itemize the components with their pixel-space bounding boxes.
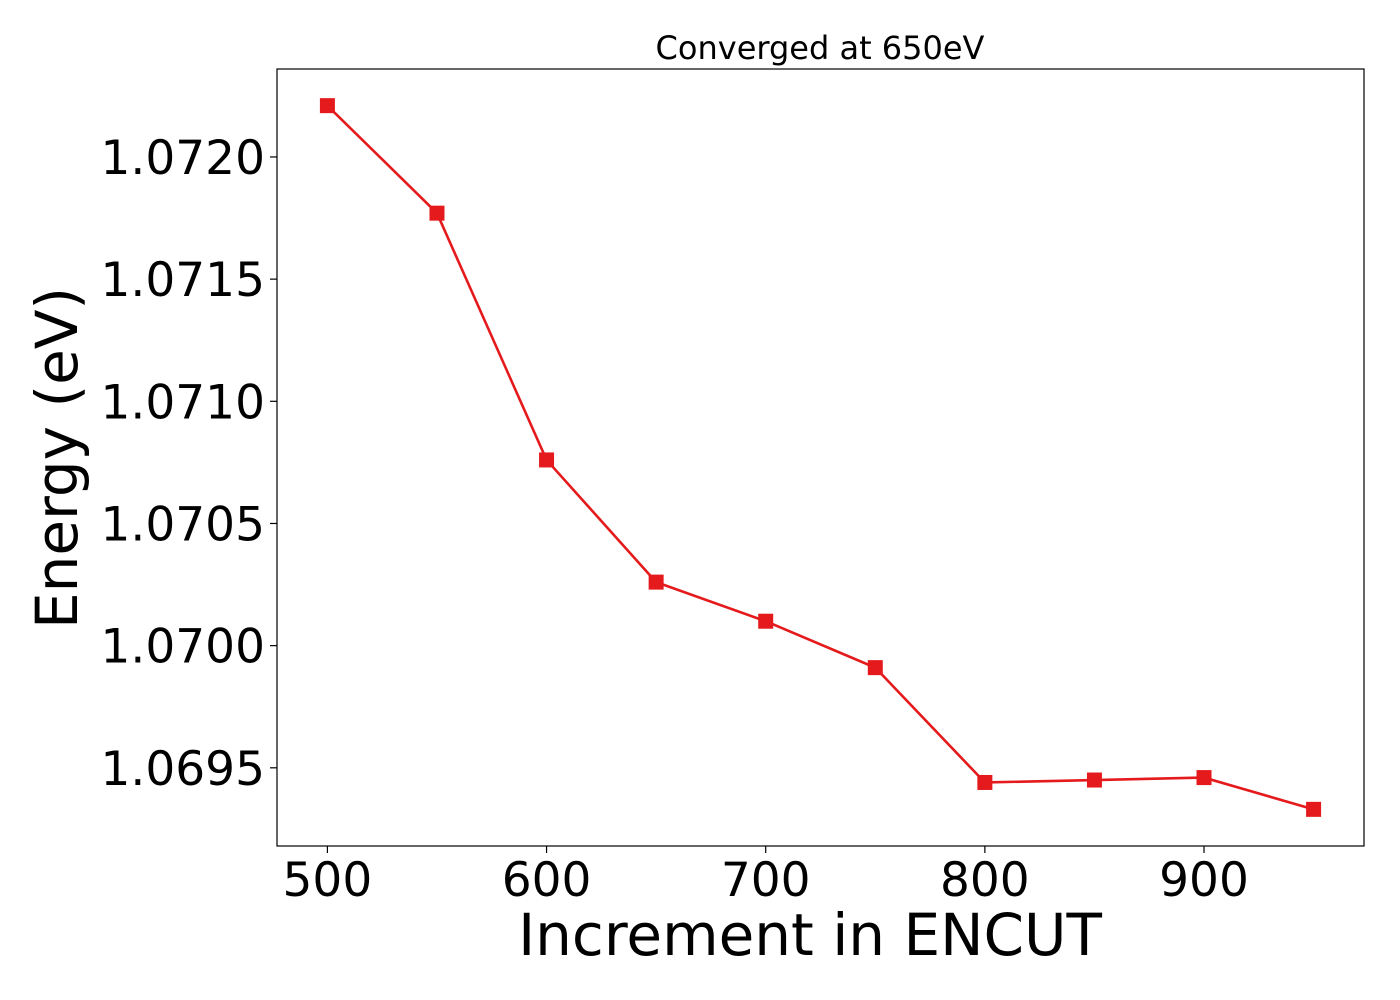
data-point-marker <box>758 613 774 629</box>
data-point-marker <box>1086 772 1102 788</box>
data-point-marker <box>648 574 664 590</box>
x-axis: 500 600 700 800 900 <box>283 846 1249 908</box>
y-tick-label: 1.0705 <box>101 497 265 552</box>
y-tick-label: 1.0700 <box>101 620 265 675</box>
data-point-marker <box>539 452 555 468</box>
x-tick-label: 600 <box>502 853 592 908</box>
series-layer <box>319 98 1322 817</box>
data-point-marker <box>319 98 335 114</box>
data-point-marker <box>867 660 883 676</box>
chart-title: Converged at 650eV <box>656 29 985 67</box>
x-tick-label: 500 <box>283 853 373 908</box>
y-axis: 1.0695 1.0700 1.0705 1.0710 1.0715 1.0720 <box>101 131 277 797</box>
plot-frame <box>276 68 1365 847</box>
series-line <box>326 104 1314 811</box>
y-tick-label: 1.0710 <box>101 375 265 430</box>
y-tick-label: 1.0695 <box>101 742 265 797</box>
y-axis-label: Energy (eV) <box>23 287 91 629</box>
x-axis-label: Increment in ENCUT <box>518 901 1102 969</box>
y-tick-label: 1.0720 <box>101 131 265 186</box>
data-point-marker <box>1306 801 1322 817</box>
y-tick-label: 1.0715 <box>101 253 265 308</box>
x-tick-label: 700 <box>721 853 811 908</box>
x-tick-label: 900 <box>1159 853 1249 908</box>
x-tick-label: 800 <box>940 853 1030 908</box>
data-point-marker <box>1196 770 1212 786</box>
data-point-marker <box>429 205 445 221</box>
data-point-marker <box>977 774 993 790</box>
